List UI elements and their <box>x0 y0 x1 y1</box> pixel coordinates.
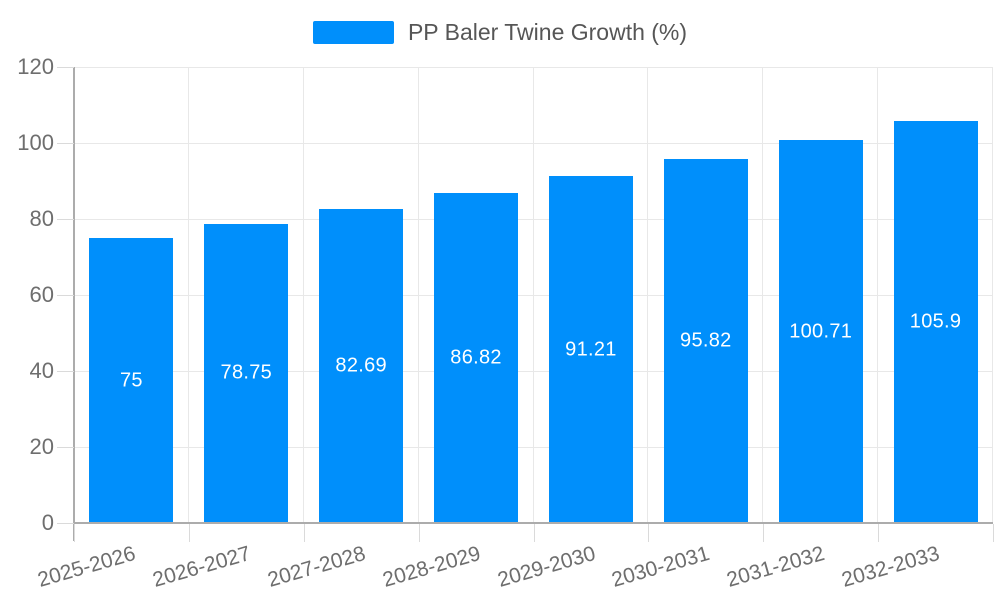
y-axis-tick <box>57 295 74 296</box>
horizontal-gridline <box>74 371 993 372</box>
bar-value-label: 100.71 <box>789 320 853 343</box>
bar-value-label: 75 <box>120 369 143 391</box>
vertical-gridline <box>302 67 304 523</box>
y-axis-label: 80 <box>29 206 54 231</box>
y-axis-label: 20 <box>29 434 54 459</box>
x-axis-tick <box>188 524 190 542</box>
horizontal-gridline <box>74 219 993 220</box>
vertical-gridline <box>992 67 993 523</box>
x-axis-tick <box>763 524 765 542</box>
bar-value-label: 86.82 <box>450 346 502 369</box>
bar: 82.69 <box>319 208 404 523</box>
horizontal-gridline <box>74 295 993 296</box>
y-axis-tick <box>57 447 74 448</box>
x-axis-label: 2030-2031 <box>609 541 713 592</box>
legend-item[interactable]: PP Baler Twine Growth (%) <box>312 18 688 46</box>
x-axis-line <box>74 522 993 524</box>
legend-swatch <box>312 20 394 44</box>
y-axis-tick <box>57 523 74 524</box>
x-axis-label: 2029-2030 <box>494 541 598 592</box>
vertical-gridline <box>532 67 534 523</box>
y-axis-tick <box>57 371 74 372</box>
legend: PP Baler Twine Growth (%) <box>0 17 1000 47</box>
x-axis-tick <box>878 524 880 542</box>
x-axis-tick <box>418 524 420 542</box>
y-axis-tick <box>57 143 74 144</box>
bar: 91.21 <box>548 176 633 523</box>
plot-area: 75 78.75 82.69 86.82 91.21 95.82 100.71 105.9 <box>74 67 993 523</box>
x-axis-label: 2032-2033 <box>839 541 943 592</box>
y-axis-label: 60 <box>29 282 54 307</box>
y-axis-label: 0 <box>41 510 54 535</box>
vertical-gridline <box>417 67 419 523</box>
bar-value-label: 105.9 <box>909 310 962 333</box>
bar: 105.9 <box>893 120 978 523</box>
y-axis-line <box>73 67 75 541</box>
x-axis-label: 2025-2026 <box>35 541 139 592</box>
vertical-gridline <box>647 67 649 523</box>
horizontal-gridline <box>74 143 993 144</box>
y-axis-label: 40 <box>29 358 54 383</box>
x-axis-label: 2027-2028 <box>264 541 368 592</box>
vertical-gridline <box>877 67 879 523</box>
bar-value-label: 95.82 <box>680 329 732 352</box>
horizontal-gridline <box>74 67 993 68</box>
bar: 78.75 <box>204 223 289 523</box>
x-axis-tick <box>648 524 650 542</box>
bar-value-label: 91.21 <box>565 338 617 361</box>
vertical-gridline <box>762 67 764 523</box>
legend-label: PP Baler Twine Growth (%) <box>407 19 688 45</box>
bar: 100.71 <box>778 140 863 523</box>
y-axis-label: 120 <box>17 54 54 79</box>
bar-value-label: 82.69 <box>335 354 387 377</box>
y-axis-label: 100 <box>17 130 54 155</box>
x-axis-tick <box>303 524 305 542</box>
x-axis-label: 2028-2029 <box>379 541 483 592</box>
x-axis-label: 2026-2027 <box>150 541 253 592</box>
bar-value-label: 78.75 <box>220 361 273 384</box>
bar: 95.82 <box>663 158 748 523</box>
horizontal-gridline <box>74 447 993 448</box>
bar: 75 <box>89 238 174 523</box>
x-axis-label: 2031-2032 <box>724 541 828 592</box>
y-axis-tick <box>57 219 74 220</box>
bar: 86.82 <box>434 193 519 523</box>
x-axis-tick <box>533 524 535 542</box>
y-axis-tick <box>57 67 74 68</box>
x-axis-tick <box>993 524 994 542</box>
vertical-gridline <box>187 67 189 523</box>
x-axis-tick <box>74 524 75 542</box>
